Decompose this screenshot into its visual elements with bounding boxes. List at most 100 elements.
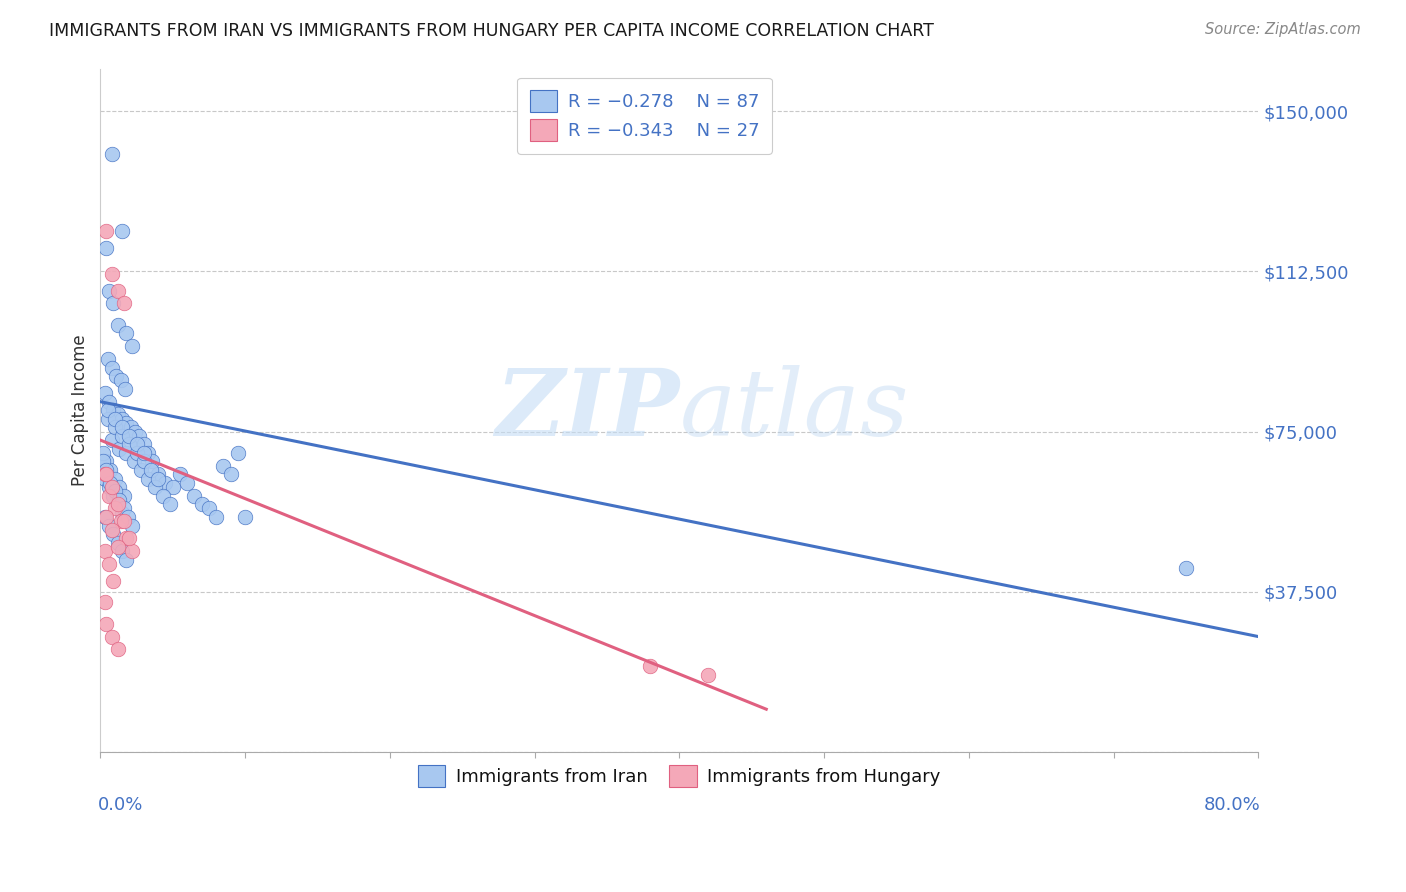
Point — [93, 471, 115, 485]
Point — [107, 284, 129, 298]
Point — [114, 382, 136, 396]
Point — [183, 489, 205, 503]
Point — [98, 284, 121, 298]
Point — [132, 437, 155, 451]
Point — [118, 532, 141, 546]
Point — [148, 471, 170, 485]
Text: Source: ZipAtlas.com: Source: ZipAtlas.com — [1205, 22, 1361, 37]
Point — [103, 489, 125, 503]
Point — [139, 463, 162, 477]
Point — [143, 480, 166, 494]
Point — [105, 369, 128, 384]
Point — [117, 510, 139, 524]
Point — [124, 425, 146, 439]
Text: atlas: atlas — [679, 365, 908, 455]
Point — [108, 442, 131, 456]
Point — [115, 446, 138, 460]
Point — [111, 429, 134, 443]
Point — [91, 446, 114, 460]
Point — [97, 351, 120, 366]
Point — [697, 668, 720, 682]
Point — [103, 403, 125, 417]
Point — [94, 467, 117, 482]
Text: 80.0%: 80.0% — [1204, 797, 1261, 814]
Point — [110, 373, 132, 387]
Point — [104, 471, 127, 485]
Point — [104, 484, 127, 499]
Point — [98, 489, 121, 503]
Point — [93, 544, 115, 558]
Point — [115, 532, 138, 546]
Point — [103, 574, 125, 588]
Point — [132, 446, 155, 460]
Text: ZIP: ZIP — [495, 365, 679, 455]
Point — [98, 518, 121, 533]
Point — [94, 463, 117, 477]
Point — [118, 429, 141, 443]
Point — [97, 403, 120, 417]
Point — [120, 420, 142, 434]
Point — [198, 501, 221, 516]
Point — [101, 523, 124, 537]
Point — [112, 501, 135, 516]
Point — [107, 535, 129, 549]
Point — [159, 497, 181, 511]
Point — [94, 616, 117, 631]
Point — [125, 446, 148, 460]
Point — [104, 501, 127, 516]
Point — [190, 497, 212, 511]
Point — [107, 318, 129, 332]
Point — [128, 429, 150, 443]
Point — [97, 411, 120, 425]
Point — [169, 467, 191, 482]
Point — [111, 224, 134, 238]
Point — [103, 527, 125, 541]
Point — [121, 518, 143, 533]
Point — [226, 446, 249, 460]
Point — [107, 642, 129, 657]
Point — [108, 492, 131, 507]
Point — [212, 458, 235, 473]
Point — [98, 480, 121, 494]
Text: IMMIGRANTS FROM IRAN VS IMMIGRANTS FROM HUNGARY PER CAPITA INCOME CORRELATION CH: IMMIGRANTS FROM IRAN VS IMMIGRANTS FROM … — [49, 22, 934, 40]
Point — [205, 510, 228, 524]
Point — [112, 296, 135, 310]
Point — [162, 480, 184, 494]
Point — [112, 489, 135, 503]
Point — [111, 411, 134, 425]
Point — [100, 463, 122, 477]
Point — [115, 416, 138, 430]
Point — [122, 454, 145, 468]
Point — [104, 420, 127, 434]
Point — [132, 454, 155, 468]
Point — [101, 433, 124, 447]
Point — [107, 497, 129, 511]
Point — [219, 467, 242, 482]
Point — [94, 510, 117, 524]
Point — [121, 339, 143, 353]
Point — [101, 267, 124, 281]
Point — [93, 510, 115, 524]
Point — [640, 659, 662, 673]
Point — [100, 475, 122, 490]
Point — [93, 467, 115, 482]
Point — [111, 420, 134, 434]
Point — [112, 514, 135, 528]
Point — [107, 540, 129, 554]
Point — [101, 480, 124, 494]
Point — [136, 446, 159, 460]
Point — [152, 489, 174, 503]
Point — [104, 411, 127, 425]
Point — [141, 454, 163, 468]
Point — [136, 471, 159, 485]
Point — [93, 595, 115, 609]
Y-axis label: Per Capita Income: Per Capita Income — [72, 334, 89, 486]
Point — [101, 360, 124, 375]
Point — [176, 475, 198, 490]
Point — [155, 475, 177, 490]
Point — [1175, 561, 1198, 575]
Point — [125, 437, 148, 451]
Point — [115, 552, 138, 566]
Legend: Immigrants from Iran, Immigrants from Hungary: Immigrants from Iran, Immigrants from Hu… — [411, 757, 948, 794]
Point — [107, 497, 129, 511]
